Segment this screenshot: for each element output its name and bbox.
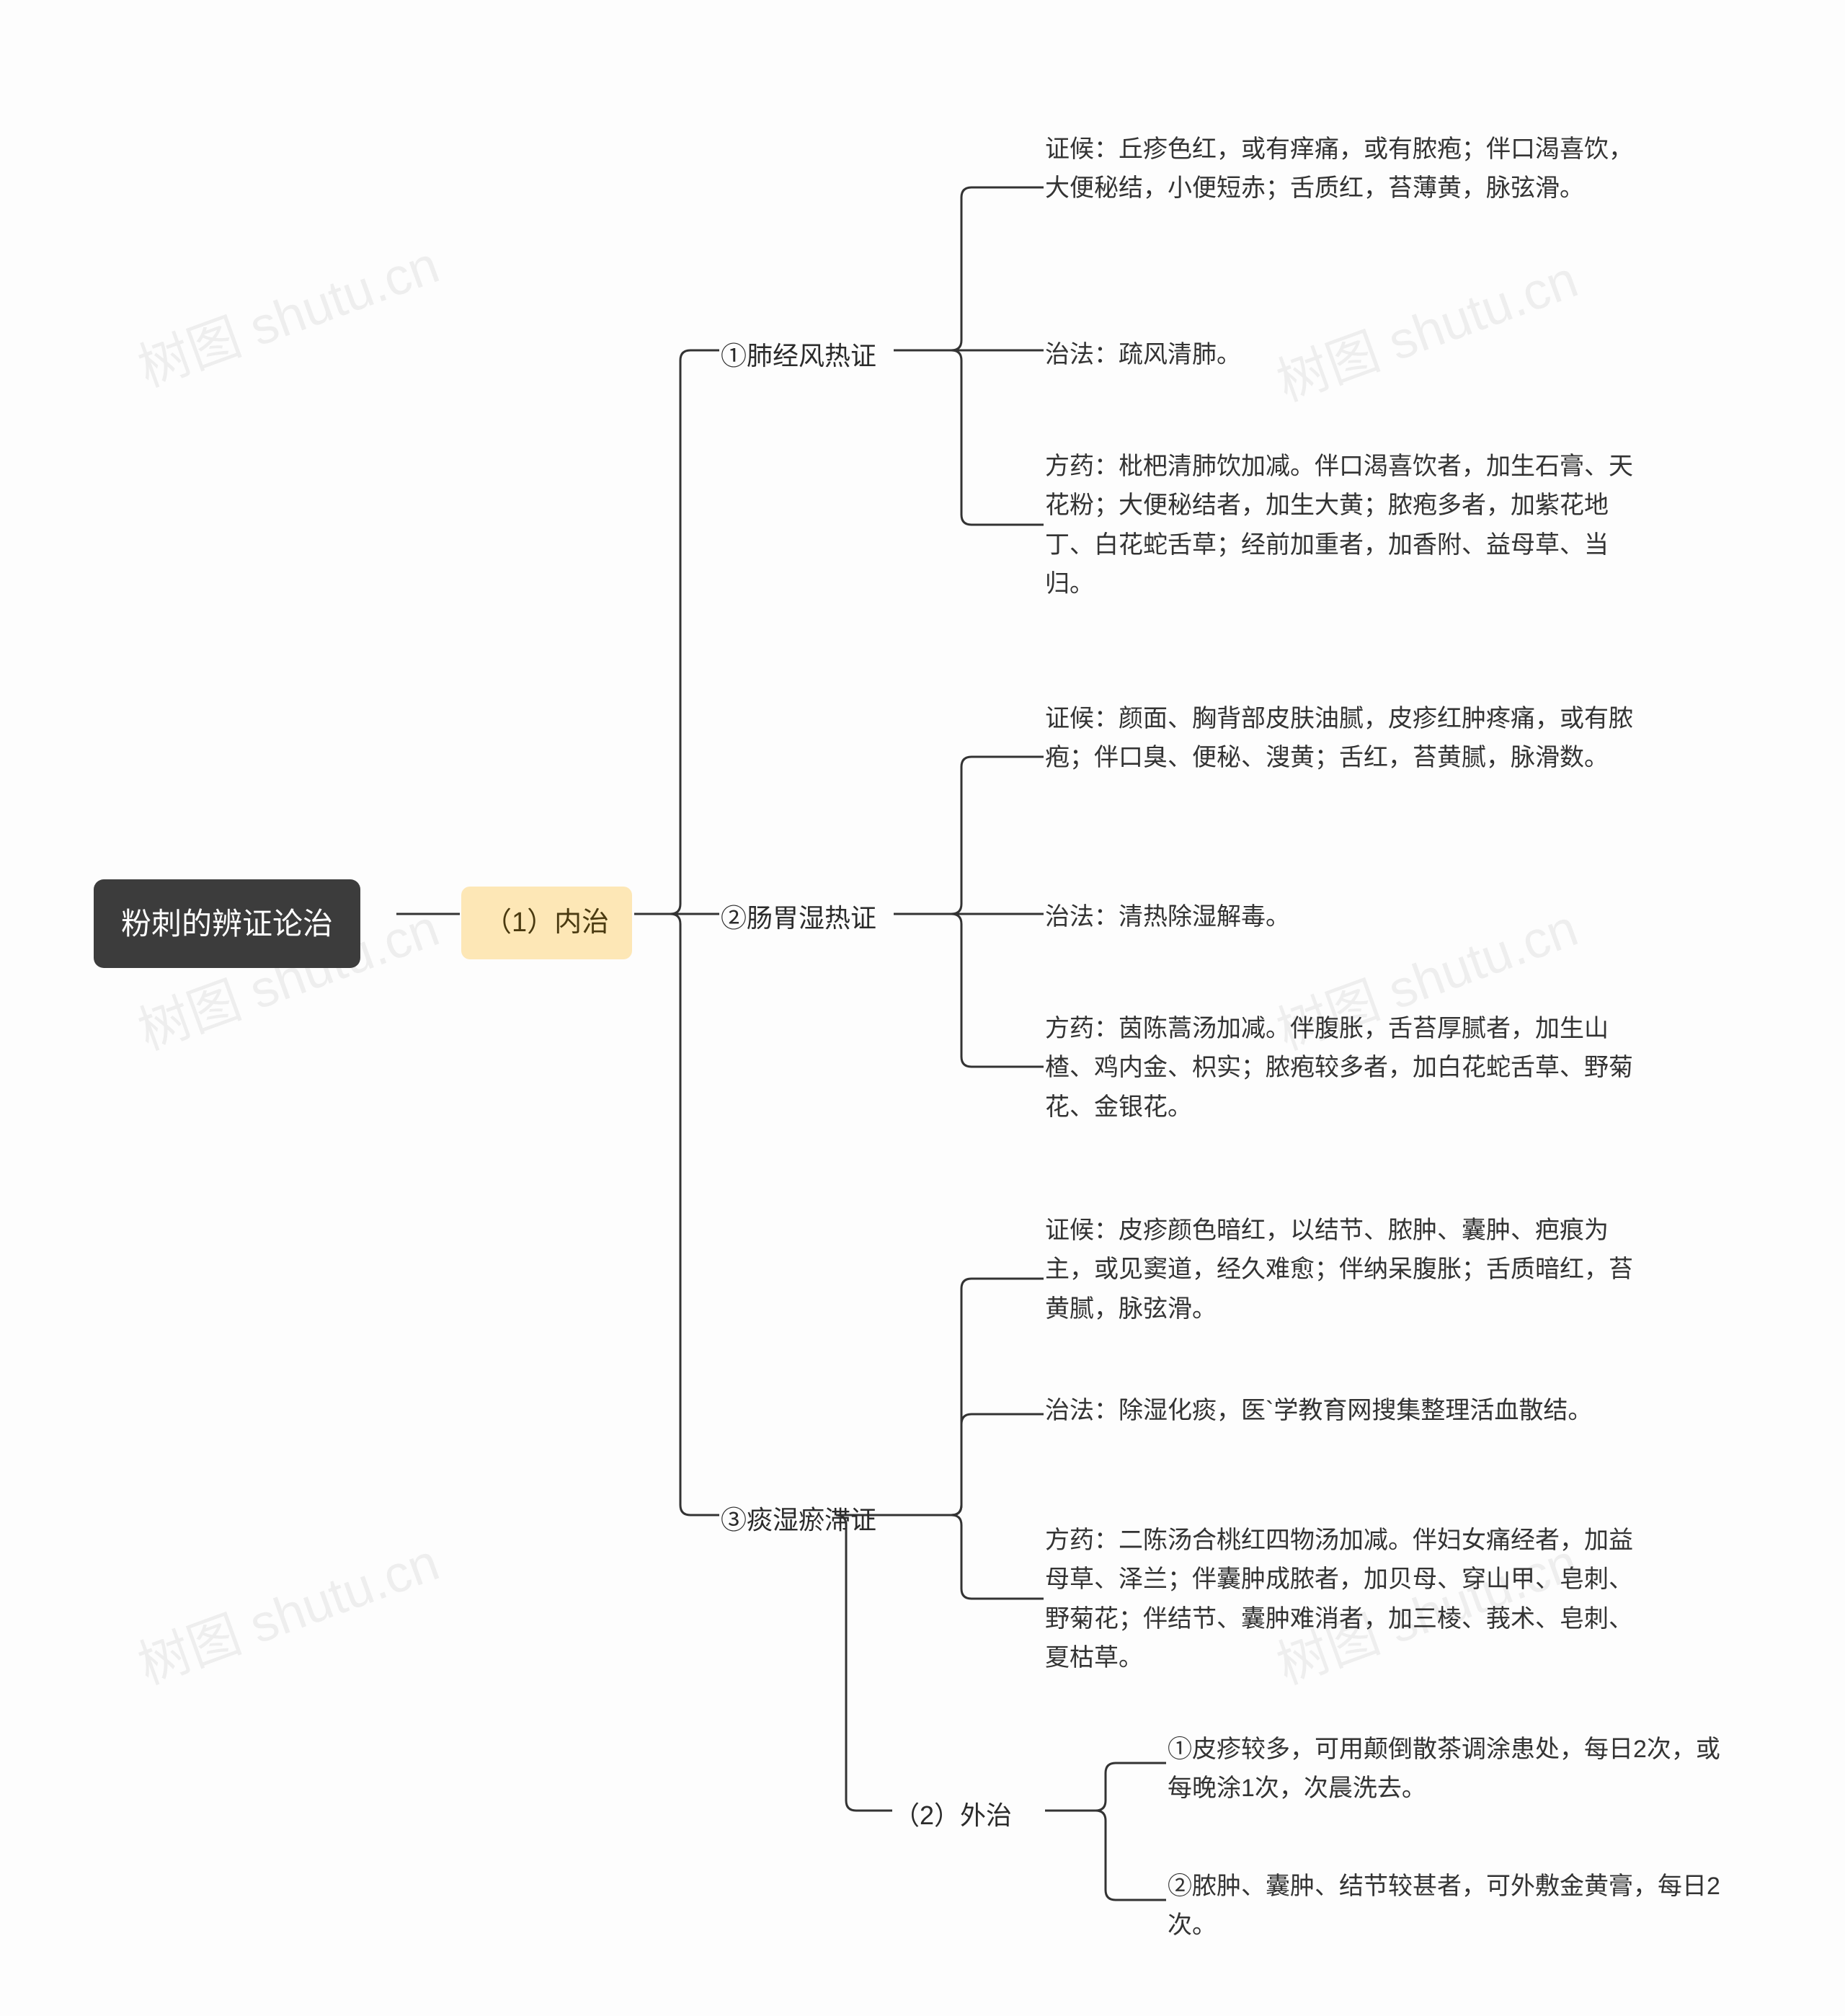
syndrome-phlegm[interactable]: ③痰湿瘀滞证	[721, 1499, 876, 1541]
connector-layer	[0, 0, 1845, 2016]
leaf-lung-zhifa: 治法：疏风清肺。	[1045, 335, 1241, 374]
syndrome-stomach[interactable]: ②肠胃湿热证	[721, 897, 876, 939]
watermark: 树图 shutu.cn	[126, 223, 448, 401]
leaf-phlegm-zhifa: 治法：除湿化痰，医`学教育网搜集整理活血散结。	[1045, 1391, 1592, 1430]
leaf-phlegm-fangyao: 方药：二陈汤合桃红四物汤加减。伴妇女痛经者，加益母草、泽兰；伴囊肿成脓者，加贝母…	[1045, 1521, 1650, 1678]
mindmap-canvas: 树图 shutu.cn 树图 shutu.cn 树图 shutu.cn 树图 s…	[0, 0, 1845, 2016]
leaf-external-1: ①皮疹较多，可用颠倒散茶调涂患处，每日2次，或每晚涂1次，次晨洗去。	[1168, 1730, 1744, 1808]
category-external[interactable]: （2）外治	[894, 1795, 1012, 1837]
leaf-stomach-zhifa: 治法：清热除湿解毒。	[1045, 897, 1290, 936]
watermark: 树图 shutu.cn	[1265, 237, 1586, 416]
leaf-stomach-zhenghou: 证候：颜面、胸背部皮肤油腻，皮疹红肿疼痛，或有脓疱；伴口臭、便秘、溲黄；舌红，苔…	[1045, 699, 1650, 778]
leaf-phlegm-zhenghou: 证候：皮疹颜色暗红，以结节、脓肿、囊肿、疤痕为主，或见窦道，经久难愈；伴纳呆腹胀…	[1045, 1211, 1650, 1328]
leaf-external-2: ②脓肿、囊肿、结节较甚者，可外敷金黄膏，每日2次。	[1168, 1867, 1744, 1945]
syndrome-lung[interactable]: ①肺经风热证	[721, 335, 876, 377]
watermark: 树图 shutu.cn	[126, 1520, 448, 1699]
root-node[interactable]: 粉刺的辨证论治	[94, 879, 360, 968]
leaf-lung-zhenghou: 证候：丘疹色红，或有痒痛，或有脓疱；伴口渴喜饮，大便秘结，小便短赤；舌质红，苔薄…	[1045, 130, 1650, 208]
leaf-stomach-fangyao: 方药：茵陈蒿汤加减。伴腹胀，舌苔厚腻者，加生山楂、鸡内金、枳实；脓疱较多者，加白…	[1045, 1009, 1650, 1127]
category-internal[interactable]: （1）内治	[461, 887, 632, 959]
leaf-lung-fangyao: 方药：枇杷清肺饮加减。伴口渴喜饮者，加生石膏、天花粉；大便秘结者，加生大黄；脓疱…	[1045, 447, 1650, 604]
